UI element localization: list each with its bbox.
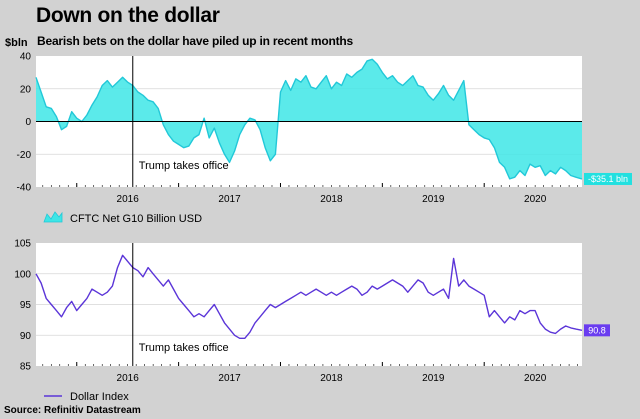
source-note: Source: Refinitiv Datastream bbox=[4, 405, 141, 416]
x-tick-label: 2016 bbox=[117, 194, 140, 205]
y-tick-label: 90 bbox=[20, 331, 32, 342]
cftc-area bbox=[36, 59, 582, 179]
x-tick-label: 2016 bbox=[117, 373, 140, 384]
dxy-x-axis: 2016 2017 2018 2019 2020 bbox=[42, 362, 578, 384]
y-tick-label: 100 bbox=[14, 269, 31, 280]
dollar-index-chart: Trump takes office 85 90 95 100 105 2016 2017… bbox=[14, 239, 610, 403]
y-tick-label: 85 bbox=[20, 362, 32, 373]
y-tick-label: 20 bbox=[20, 84, 32, 95]
y-tick-label: 105 bbox=[14, 239, 31, 250]
dxy-legend: Dollar Index bbox=[44, 391, 129, 403]
x-tick-label: 2017 bbox=[218, 373, 241, 384]
dxy-end-label: 90.8 bbox=[588, 326, 606, 336]
x-tick-label: 2018 bbox=[320, 194, 343, 205]
dxy-line bbox=[35, 254, 583, 339]
x-tick-label: 2019 bbox=[422, 373, 445, 384]
x-tick-label: 2019 bbox=[422, 194, 445, 205]
trump-annotation-bottom: Trump takes office bbox=[139, 342, 229, 354]
x-tick-label: 2018 bbox=[320, 373, 343, 384]
dxy-legend-label: Dollar Index bbox=[70, 391, 129, 403]
cftc-unit-label: $bln bbox=[5, 37, 28, 49]
page-title: Down on the dollar bbox=[36, 4, 220, 27]
y-tick-label: 40 bbox=[20, 52, 32, 63]
trump-annotation-top: Trump takes office bbox=[139, 160, 229, 172]
x-tick-label: 2020 bbox=[524, 194, 547, 205]
y-tick-label: -40 bbox=[17, 183, 32, 194]
cftc-line bbox=[35, 58, 583, 180]
dxy-gridlines bbox=[36, 273, 582, 336]
cftc-end-label: -$35.1 bln bbox=[588, 174, 628, 184]
x-tick-label: 2020 bbox=[524, 373, 547, 384]
dxy-y-axis: 85 90 95 100 105 bbox=[14, 239, 31, 373]
cftc-end-badge bbox=[584, 172, 632, 185]
y-tick-label: 0 bbox=[25, 117, 31, 128]
x-tick-label: 2017 bbox=[218, 194, 241, 205]
cftc-legend: CFTC Net G10 Billion USD bbox=[43, 211, 202, 225]
y-tick-label: -20 bbox=[17, 150, 32, 161]
cftc-y-axis: -40 -20 0 20 40 bbox=[17, 52, 32, 194]
y-tick-label: 95 bbox=[20, 300, 32, 311]
cftc-x-axis: 2016 2017 2018 2019 2020 bbox=[42, 183, 578, 205]
page-subtitle: Bearish bets on the dollar have piled up… bbox=[37, 34, 353, 48]
cftc-legend-label: CFTC Net G10 Billion USD bbox=[70, 213, 202, 225]
dxy-end-badge bbox=[584, 324, 610, 337]
cftc-legend-swatch bbox=[43, 211, 63, 223]
